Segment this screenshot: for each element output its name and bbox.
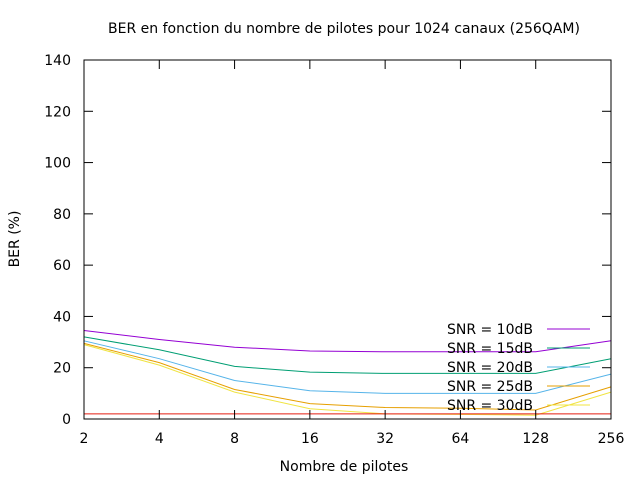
series-line-0: [83, 330, 612, 353]
y-tick-label: 120: [44, 104, 71, 120]
x-axis-label: Nombre de pilotes: [280, 459, 409, 475]
series-line-1: [83, 336, 612, 374]
series-layer: [83, 330, 612, 416]
y-axis-label: BER (%): [7, 211, 23, 268]
legend-label: SNR = 20dB: [447, 360, 533, 376]
legend-label: SNR = 10dB: [447, 322, 533, 338]
legend-label: SNR = 30dB: [447, 398, 533, 414]
x-tick-label: 8: [230, 431, 239, 447]
x-tick-label: 32: [376, 431, 394, 447]
series-line-2: [83, 340, 612, 394]
legend-label: SNR = 15dB: [447, 341, 533, 357]
y-tick-label: 0: [62, 412, 71, 428]
x-tick-label: 128: [522, 431, 549, 447]
legend-label: SNR = 25dB: [447, 379, 533, 395]
y-tick-label: 60: [53, 258, 71, 274]
y-tick-label: 80: [53, 207, 71, 223]
plot-frame: [83, 59, 612, 420]
x-tick-label: 256: [598, 431, 625, 447]
x-tick-label: 2: [80, 431, 89, 447]
series-line-4: [83, 344, 612, 416]
x-tick-label: 64: [452, 431, 470, 447]
y-tick-label: 100: [44, 156, 71, 172]
series-line-3: [83, 342, 612, 411]
legend: SNR = 10dB SNR = 15dB SNR = 20dB SNR = 25dB…: [447, 322, 590, 414]
chart-title: BER en fonction du nombre de pilotes pou…: [108, 21, 580, 37]
y-tick-label: 20: [53, 361, 71, 377]
y-tick-label: 40: [53, 309, 71, 325]
x-tick-label: 16: [301, 431, 319, 447]
x-tick-label: 4: [155, 431, 164, 447]
axis-layer: 0 20 40 60 80 100 120 140 2 4 8 16 32 64 128 256: [44, 53, 624, 447]
y-tick-label: 140: [44, 53, 71, 69]
